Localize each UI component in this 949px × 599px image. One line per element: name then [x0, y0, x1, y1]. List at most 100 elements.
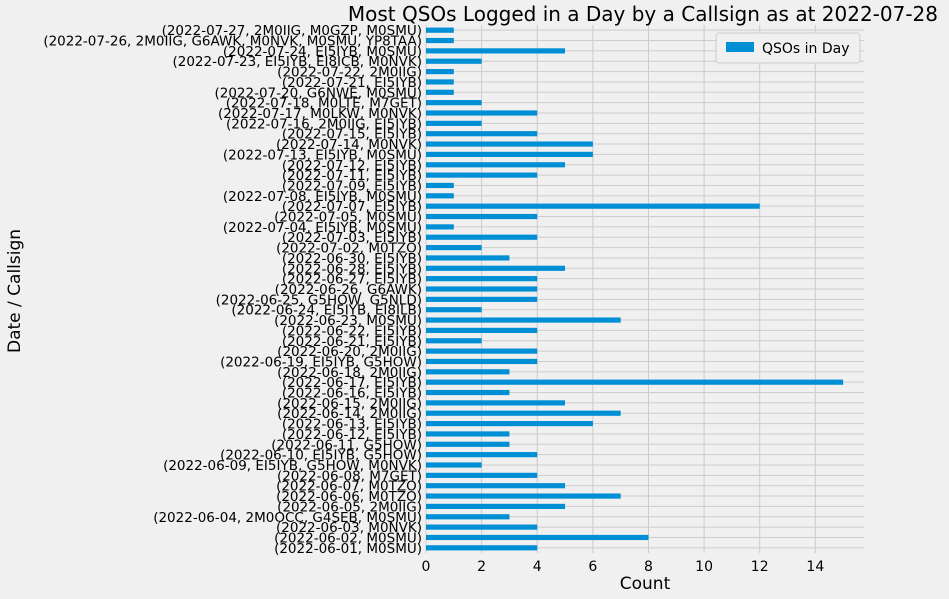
y-tick-label: (2022-07-13, EI5IYB, M0SMU)	[223, 147, 422, 163]
y-tick-label: (2022-06-15, 2M0IIG)	[277, 396, 422, 412]
legend-swatch	[726, 42, 754, 52]
bar	[426, 234, 538, 240]
legend-box	[715, 32, 861, 64]
y-tick-label: (2022-07-05, M0SMU)	[274, 210, 422, 226]
y-tick-label: (2022-06-14, 2M0IIG)	[277, 406, 422, 422]
bar	[426, 483, 566, 489]
bar	[426, 120, 482, 126]
x-axis-title: Count	[620, 574, 671, 594]
bar	[426, 224, 454, 230]
bar	[426, 462, 482, 468]
y-tick-label: (2022-06-12, EI5IYB)	[282, 427, 422, 443]
bar	[426, 358, 538, 365]
y-tick-label: (2022-07-04, EI5IYB, M0SMU)	[223, 220, 422, 236]
x-tick-label: 8	[644, 559, 653, 575]
y-tick-label: (2022-06-28, EI5IYB)	[282, 261, 422, 277]
bar	[426, 514, 510, 520]
bar	[426, 493, 621, 499]
x-tick-label: 2	[477, 559, 486, 575]
y-tick-label: (2022-07-07, EI5IYB)	[282, 199, 422, 215]
bar	[426, 203, 760, 209]
bar	[426, 255, 510, 261]
y-tick-label: (2022-07-12, EI5IYB)	[282, 158, 422, 174]
bar	[426, 369, 510, 375]
bars	[426, 27, 844, 551]
y-tick-label: (2022-07-27, 2M0IIG, M0GZP, M0SMU)	[162, 23, 422, 39]
bar	[426, 48, 566, 54]
y-tick-label: (2022-06-18, 2M0IIG)	[277, 365, 422, 381]
y-tick-label: (2022-07-26, 2M0IIG, G6AWK, M0NVK, M0SMU…	[43, 34, 422, 50]
bar	[426, 307, 482, 313]
bar	[426, 193, 454, 199]
y-tick-label: (2022-06-09, EI5IYB, G5HOW, M0NVK)	[163, 458, 422, 474]
y-tick-label: (2022-07-20, G6NWE, M0SMU)	[214, 85, 422, 101]
x-tick-label: 12	[751, 559, 769, 575]
bar	[426, 348, 538, 354]
bar	[426, 317, 621, 323]
y-tick-label: (2022-06-03, M0NVK)	[276, 520, 422, 536]
x-tick-label: 0	[422, 559, 431, 575]
bar	[426, 100, 482, 106]
y-tick-label: (2022-06-06, M0TZO)	[276, 489, 422, 505]
y-tick-label: (2022-06-07, M0TZO)	[276, 479, 422, 495]
bar	[426, 441, 510, 447]
y-tick-label: (2022-06-25, G5HOW, G5NLD)	[216, 292, 422, 308]
y-tick-label: (2022-07-23, EI5IYB, EI8ICB, M0NVK)	[172, 54, 422, 70]
bar	[426, 400, 566, 406]
bar	[426, 338, 482, 344]
y-tick-label: (2022-06-02, M0SMU)	[274, 530, 422, 546]
y-tick-label: (2022-06-21, EI5IYB)	[282, 334, 422, 350]
bar	[426, 503, 566, 509]
y-tick-label: (2022-06-20, 2M0IIG)	[277, 344, 422, 360]
bar	[426, 69, 454, 75]
bar	[426, 296, 538, 302]
x-tick-label: 6	[588, 559, 597, 575]
x-tick-label: 14	[806, 559, 824, 575]
y-tick-label: (2022-07-21, EI5IYB)	[282, 75, 422, 91]
bar	[426, 452, 538, 458]
bar	[426, 472, 538, 478]
y-tick-label: (2022-06-16, EI5IYB)	[282, 386, 422, 402]
y-tick-label: (2022-06-23, M0SMU)	[274, 313, 422, 329]
bar	[426, 545, 538, 551]
y-axis-title: Date / Callsign	[5, 229, 25, 353]
y-tick-label: (2022-06-13, EI5IYB)	[282, 417, 422, 433]
bar	[426, 141, 593, 147]
y-tick-label: (2022-06-01, M0SMU)	[274, 541, 422, 557]
bar	[426, 534, 649, 541]
bar	[426, 131, 538, 137]
bar	[426, 27, 454, 33]
bar	[426, 110, 538, 116]
y-tick-label: (2022-06-08, M7GET)	[277, 468, 422, 484]
y-tick-label: (2022-07-14, M0NVK)	[276, 137, 422, 153]
bar	[426, 151, 593, 157]
bar	[426, 421, 593, 427]
bar	[426, 327, 538, 333]
y-tick-label: (2022-07-16, 2M0IIG, EI5IYB)	[226, 116, 422, 132]
bar	[426, 37, 454, 44]
y-tick-label: (2022-07-02, M0TZO)	[276, 241, 422, 257]
y-tick-label: (2022-06-05, 2M0IIG)	[277, 499, 422, 515]
legend-label: QSOs in Day	[762, 41, 850, 57]
y-tick-label: (2022-06-19, EI5IYB, G5HOW)	[220, 354, 422, 370]
bar	[426, 410, 621, 416]
y-tick-label: (2022-06-10, EI5IYB, G5HOW)	[220, 448, 422, 464]
y-tick-labels: (2022-06-01, M0SMU)(2022-06-02, M0SMU)(2…	[43, 23, 422, 557]
bar	[426, 58, 482, 64]
legend: QSOs in Day	[715, 32, 861, 64]
y-tick-label: (2022-07-22, 2M0IIG)	[277, 65, 422, 81]
y-tick-label: (2022-06-04, 2M0OCC, G4SEB, M0SMU)	[153, 510, 422, 526]
y-tick-label: (2022-06-11, G5HOW)	[271, 437, 422, 453]
y-tick-label: (2022-07-08, EI5IYB, M0SMU)	[223, 189, 422, 205]
y-tick-label: (2022-06-22, EI5IYB)	[282, 323, 422, 339]
bar	[426, 213, 538, 220]
bar	[426, 79, 454, 85]
bar	[426, 389, 510, 396]
y-tick-label: (2022-06-27, EI5IYB)	[282, 272, 422, 288]
y-tick-label: (2022-07-11, EI5IYB)	[282, 168, 422, 184]
chart-title: Most QSOs Logged in a Day by a Callsign …	[348, 2, 938, 26]
y-tick-label: (2022-06-24, EI5IYB, EI8ILB)	[231, 303, 422, 319]
bar	[426, 89, 454, 95]
y-tick-label: (2022-07-15, EI5IYB)	[282, 127, 422, 143]
